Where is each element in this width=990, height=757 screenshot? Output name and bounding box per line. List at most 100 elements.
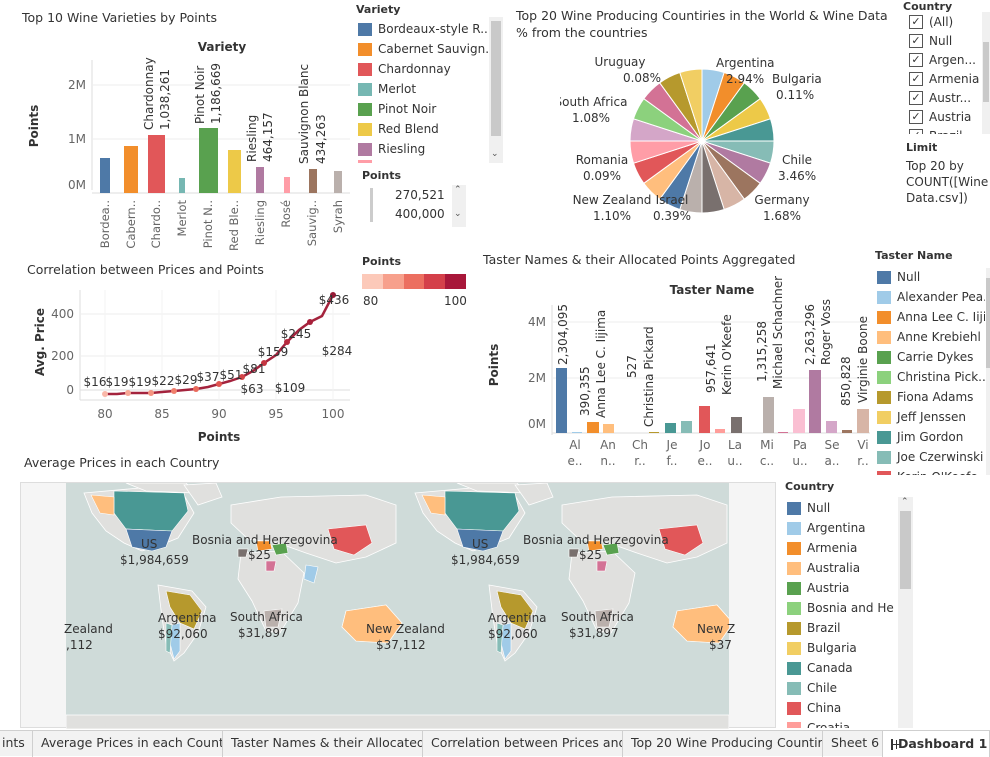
variety-legend-scrollbar[interactable]: ⌄ <box>489 17 503 163</box>
tab-dashboard-1[interactable]: Dashboard 1 <box>883 731 990 757</box>
legend-item[interactable]: Austria <box>787 579 849 597</box>
map-country-australia[interactable] <box>341 604 403 644</box>
tab-sheet-6[interactable]: Sheet 6 <box>823 731 883 757</box>
line-point[interactable] <box>193 386 199 392</box>
checkbox-checked-icon[interactable]: ✓ <box>909 33 923 48</box>
legend-item[interactable]: Null <box>787 499 830 517</box>
map-legend-scrollbar[interactable]: ⌃ <box>898 497 913 728</box>
taster-bar[interactable] <box>572 432 582 433</box>
map-country-australia[interactable] <box>672 604 729 644</box>
taster-bar[interactable] <box>857 409 869 433</box>
line-point[interactable] <box>239 374 245 380</box>
taster-bar[interactable] <box>715 429 725 433</box>
legend-item[interactable]: Brazil <box>787 619 841 637</box>
taster-bar[interactable] <box>699 406 710 433</box>
taster-bar[interactable] <box>649 432 659 433</box>
bar-riesling[interactable] <box>256 167 264 193</box>
map-country-south-africa[interactable] <box>594 608 614 628</box>
chevron-up-icon[interactable]: ⌃ <box>901 497 909 507</box>
legend-item[interactable]: Bosnia and He.. <box>787 599 895 617</box>
legend-item[interactable]: Christina Pick.. <box>877 368 985 386</box>
legend-item[interactable]: Canada <box>787 659 853 677</box>
checkbox-checked-icon[interactable]: ✓ <box>909 90 923 105</box>
map-country-alaska[interactable] <box>421 494 446 516</box>
line-point[interactable] <box>261 360 267 366</box>
bar-chardonnay[interactable] <box>148 135 165 193</box>
bar-cabernet[interactable] <box>124 146 138 193</box>
legend-item[interactable]: Red Blend <box>358 120 439 138</box>
map-country-alaska[interactable] <box>90 494 115 516</box>
line-point[interactable] <box>102 391 108 397</box>
taster-bar[interactable] <box>665 423 676 433</box>
checkbox-checked-icon[interactable]: ✓ <box>909 109 923 124</box>
map-country-chile[interactable] <box>165 622 173 654</box>
legend-item[interactable]: Jeff Jenssen <box>877 408 966 426</box>
legend-item[interactable]: Chardonnay <box>358 60 451 78</box>
map-country-brazil[interactable] <box>496 590 534 630</box>
legend-item[interactable]: Pinot Noir <box>358 100 436 118</box>
bar-sauvignon[interactable] <box>309 169 317 193</box>
country-checkbox[interactable]: ✓Brazil <box>909 126 981 134</box>
points-filter-scrollbar[interactable]: ⌃ ⌄ <box>452 185 466 227</box>
taster-bar[interactable] <box>793 409 805 433</box>
bar-pinot-noir[interactable] <box>199 128 218 193</box>
map-country-china[interactable] <box>327 524 373 556</box>
taster-bar[interactable] <box>763 397 774 433</box>
country-pie-chart[interactable]: Uruguay 0.08% Argentina 2.94% Bulgaria 0… <box>560 48 890 228</box>
map-country-brazil[interactable] <box>165 590 203 630</box>
pie-slice[interactable] <box>679 68 703 142</box>
tab-average-prices[interactable]: Average Prices in each Country <box>33 731 223 757</box>
legend-item[interactable]: Bulgaria <box>787 639 857 657</box>
bar-merlot[interactable] <box>179 178 185 193</box>
price-points-line-chart[interactable]: Avg. Price 400 200 0 80 85 90 95 100 Poi… <box>0 280 355 450</box>
tab-correlation[interactable]: Correlation between Prices and ... <box>423 731 623 757</box>
legend-item[interactable]: Anna Lee C. Iiji.. <box>877 308 985 326</box>
legend-item[interactable]: China <box>787 699 841 717</box>
taster-bar[interactable] <box>842 430 852 433</box>
line-point[interactable] <box>330 292 336 298</box>
taster-bar[interactable] <box>778 432 788 433</box>
tab-taster-names[interactable]: Taster Names & their Allocated ... <box>223 731 423 757</box>
tab-points[interactable]: ints <box>0 731 33 757</box>
legend-item[interactable]: Australia <box>787 559 860 577</box>
chevron-up-icon[interactable]: ⌃ <box>454 185 462 195</box>
map-panel[interactable]: US $1,984,659 Bosnia and Herzegovina $25… <box>20 482 776 729</box>
line-point[interactable] <box>125 390 131 396</box>
taster-bar[interactable] <box>603 424 614 433</box>
taster-bar[interactable] <box>587 422 599 433</box>
variety-bar-chart[interactable]: Variety Points 2M 1M 0M Chardonnay 1,038… <box>0 30 350 252</box>
legend-item[interactable]: Kerin O'Keefe <box>877 468 978 475</box>
country-checkbox[interactable]: ✓ Null <box>909 31 981 50</box>
legend-item[interactable]: Armenia <box>787 539 857 557</box>
map-country-us[interactable] <box>456 528 504 552</box>
world-map[interactable] <box>66 483 729 729</box>
tab-top20-countries[interactable]: Top 20 Wine Producing Countiri... <box>623 731 823 757</box>
map-country-us[interactable] <box>125 528 173 552</box>
map-country-bosnia[interactable] <box>237 548 249 558</box>
map-country-israel[interactable] <box>596 560 608 572</box>
line-point[interactable] <box>148 390 154 396</box>
map-country-south-africa[interactable] <box>263 608 283 628</box>
taster-bar[interactable] <box>681 421 692 433</box>
chevron-down-icon[interactable]: ⌄ <box>454 209 462 219</box>
taster-legend-scrollbar[interactable] <box>986 268 990 475</box>
legend-item[interactable]: Carrie Dykes <box>877 348 973 366</box>
legend-item[interactable]: Chile <box>787 679 837 697</box>
taster-bar[interactable] <box>556 368 567 433</box>
country-checkbox[interactable]: ✓ (All) <box>909 12 981 31</box>
map-country-armenia[interactable] <box>586 540 604 552</box>
legend-item[interactable]: Anne Krebiehl .. <box>877 328 985 346</box>
legend-item[interactable]: Fiona Adams <box>877 388 973 406</box>
bar-red-blend[interactable] <box>228 150 241 193</box>
bar-rose[interactable] <box>284 177 290 193</box>
legend-item[interactable]: Cabernet Sauvign.. <box>358 40 493 58</box>
map-country-china[interactable] <box>658 524 704 556</box>
bar-syrah[interactable] <box>334 171 342 193</box>
map-country-austria[interactable] <box>271 542 289 556</box>
checkbox-checked-icon[interactable]: ✓ <box>909 52 923 67</box>
country-checkbox[interactable]: ✓ Austr... <box>909 88 981 107</box>
legend-item[interactable]: Joe Czerwinski <box>877 448 983 466</box>
country-checkbox[interactable]: ✓ Armenia <box>909 69 981 88</box>
legend-item[interactable]: Riesling <box>358 140 425 158</box>
checkbox-checked-icon[interactable]: ✓ <box>909 71 923 86</box>
